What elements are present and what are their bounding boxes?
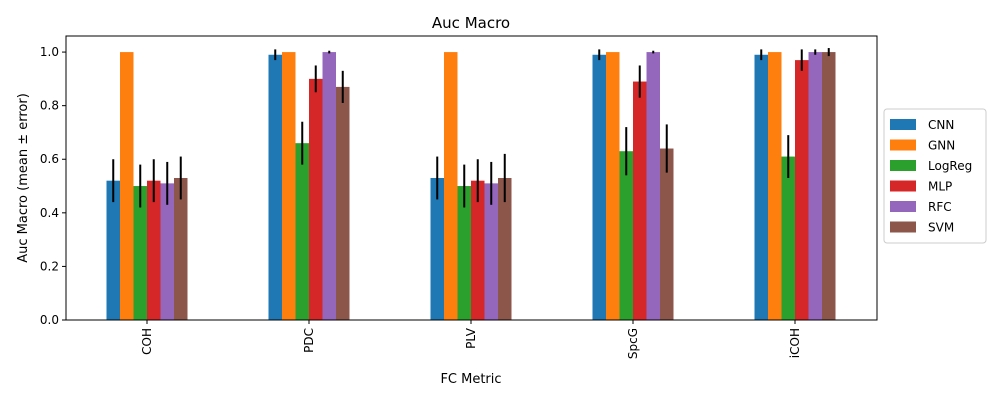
y-tick-label: 0.0 xyxy=(40,313,59,327)
legend-swatch-cnn xyxy=(890,119,916,130)
bar-cnn-plv xyxy=(430,178,444,320)
y-tick-label: 0.2 xyxy=(40,259,59,273)
bar-logreg-pdc xyxy=(295,143,309,320)
legend-label-mlp: MLP xyxy=(928,180,952,194)
bar-rfc-plv xyxy=(484,183,498,320)
bar-svm-spcg xyxy=(660,148,674,320)
x-tick-label: PDC xyxy=(302,328,316,353)
legend-swatch-mlp xyxy=(890,180,916,192)
y-axis: 0.0 0.2 0.4 0.6 0.8 1.0 xyxy=(40,45,66,327)
y-tick-label: 0.8 xyxy=(40,99,59,113)
legend-label-svm: SVM xyxy=(928,221,954,235)
x-tick-label: iCOH xyxy=(788,328,802,358)
y-tick-label: 0.4 xyxy=(40,206,59,220)
bar-gnn-icoh xyxy=(768,52,782,320)
bar-gnn-spcg xyxy=(606,52,620,320)
bar-mlp-icoh xyxy=(795,60,809,320)
bar-logreg-plv xyxy=(457,186,471,320)
bar-gnn-pdc xyxy=(282,52,296,320)
bar-svm-coh xyxy=(174,178,188,320)
legend: CNN GNN LogReg MLP RFC SVM xyxy=(883,108,987,244)
bar-rfc-icoh xyxy=(808,52,822,320)
legend-swatch-rfc xyxy=(890,201,916,212)
bar-mlp-coh xyxy=(147,180,161,320)
bar-logreg-coh xyxy=(133,186,147,320)
bar-mlp-spcg xyxy=(633,81,647,320)
legend-swatch-svm xyxy=(890,221,916,233)
bar-logreg-spcg xyxy=(619,151,633,320)
x-axis: COH PDC PLV SpcG iCOH xyxy=(140,320,802,359)
bar-gnn-plv xyxy=(444,52,458,320)
legend-label-logreg: LogReg xyxy=(928,159,972,173)
bar-cnn-icoh xyxy=(754,54,768,320)
x-tick-label: COH xyxy=(140,328,154,355)
error-bars-layer xyxy=(112,48,830,208)
bar-svm-pdc xyxy=(336,86,350,320)
legend-swatch-logreg xyxy=(890,160,916,171)
bar-cnn-coh xyxy=(106,180,120,320)
legend-label-gnn: GNN xyxy=(928,139,955,153)
bars-layer xyxy=(106,52,836,321)
legend-label-rfc: RFC xyxy=(928,200,952,214)
bar-cnn-pdc xyxy=(268,54,282,320)
bar-mlp-plv xyxy=(471,180,485,320)
y-axis-label: Auc Macro (mean ± error) xyxy=(16,93,31,263)
bar-logreg-icoh xyxy=(781,156,795,320)
bar-rfc-pdc xyxy=(322,52,336,320)
x-tick-label: PLV xyxy=(464,327,478,349)
bar-svm-icoh xyxy=(822,52,836,320)
x-tick-label: SpcG xyxy=(626,328,640,359)
bar-svm-plv xyxy=(498,178,512,320)
chart-title: Auc Macro xyxy=(432,14,510,32)
legend-label-cnn: CNN xyxy=(928,118,954,132)
bar-gnn-coh xyxy=(120,52,134,320)
bar-mlp-pdc xyxy=(309,78,323,321)
bar-rfc-spcg xyxy=(646,52,660,320)
legend-swatch-gnn xyxy=(890,139,916,151)
x-axis-label: FC Metric xyxy=(440,372,501,387)
y-tick-label: 1.0 xyxy=(40,45,59,59)
bar-cnn-spcg xyxy=(592,54,606,320)
y-tick-label: 0.6 xyxy=(40,152,59,166)
bar-rfc-coh xyxy=(160,183,174,320)
